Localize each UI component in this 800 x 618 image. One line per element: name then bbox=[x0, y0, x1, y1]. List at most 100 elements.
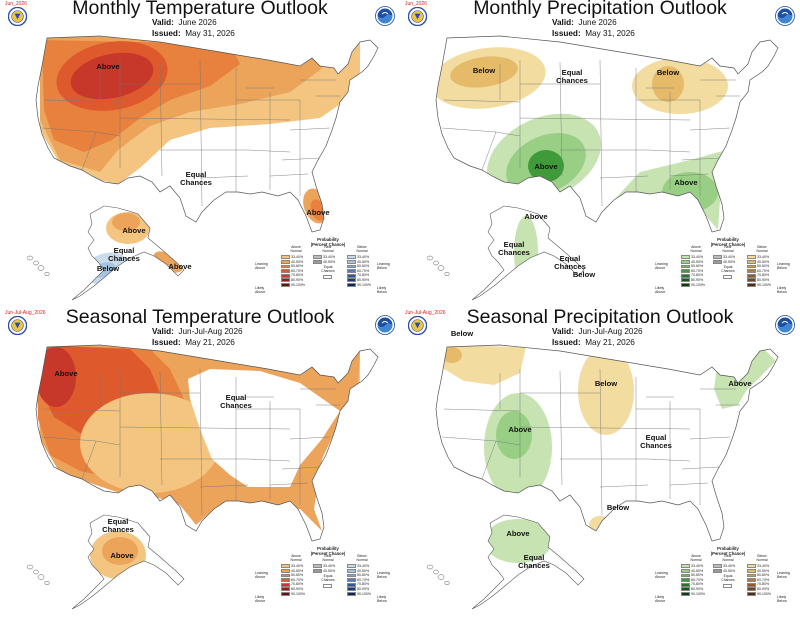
legend-swatch bbox=[747, 282, 756, 287]
legend-swatch bbox=[347, 269, 356, 273]
legend-bin-label: 50-60% bbox=[291, 264, 304, 269]
legend-row: 60-70% bbox=[281, 578, 311, 583]
period-code: Jun-Jul-Aug_2026 bbox=[405, 310, 446, 316]
legend-row: 60-70% bbox=[347, 269, 377, 274]
legend-bin-label: 80-90% bbox=[357, 278, 370, 282]
legend-swatch bbox=[747, 568, 756, 573]
legend-row: 60-70% bbox=[281, 269, 311, 274]
legend-right-bottom-label: Likely Below bbox=[777, 595, 787, 603]
region-label: Equal Chances bbox=[102, 517, 134, 535]
legend-bin-label: 33-40% bbox=[323, 564, 336, 568]
equal-chances-area bbox=[188, 369, 340, 487]
legend-column-header: Below Normal bbox=[356, 245, 368, 253]
temp-alaska-above-40-area bbox=[112, 213, 140, 231]
legend-equal-chances-swatch bbox=[723, 584, 732, 588]
state-borders bbox=[41, 368, 340, 516]
legend-swatch bbox=[281, 278, 290, 283]
valid-value: June 2026 bbox=[578, 18, 617, 27]
legend-swatch bbox=[681, 264, 690, 269]
hawaii-island bbox=[37, 265, 45, 271]
legend-column-header: Below Normal bbox=[756, 245, 768, 253]
legend-right-bottom-label: Likely Below bbox=[377, 595, 387, 603]
legend-swatch bbox=[281, 264, 290, 269]
legend-row: 90-100% bbox=[281, 592, 311, 597]
commerce-seal-icon bbox=[8, 7, 27, 26]
legend-bin-label: 50-60% bbox=[357, 264, 370, 269]
alaska-outline bbox=[471, 514, 585, 610]
legend-column-header: Below Normal bbox=[356, 554, 368, 562]
legend-row: 50-60% bbox=[281, 573, 311, 578]
legend-bin-label: 90-100% bbox=[357, 591, 372, 596]
legend-swatch bbox=[347, 587, 356, 592]
issued-line: Issued: May 31, 2026 bbox=[152, 29, 235, 38]
legend-bin-label: 33-40% bbox=[757, 255, 770, 259]
legend-swatch bbox=[281, 568, 290, 573]
legend-row: 33-40% bbox=[313, 255, 343, 260]
legend-row: 33-40% bbox=[281, 564, 311, 569]
legend-row: 33-40% bbox=[347, 255, 377, 260]
legend-row: 33-40% bbox=[747, 564, 777, 569]
hawaii-island bbox=[444, 271, 450, 277]
legend-row: 40-50% bbox=[313, 569, 343, 574]
legend-row: 80-90% bbox=[347, 587, 377, 592]
legend-equal-chances-label: Equal Chances bbox=[321, 574, 335, 582]
legend-swatch bbox=[281, 587, 290, 592]
legend-row: 60-70% bbox=[681, 269, 711, 274]
hawaii-island bbox=[44, 271, 50, 277]
issued-label: Issued: bbox=[152, 338, 181, 347]
legend-equal-chances-label: Equal Chances bbox=[721, 265, 735, 273]
legend-column-header: Above Normal bbox=[290, 554, 302, 562]
legend-bin-label: 70-80% bbox=[757, 582, 770, 587]
legend-title: Probability (Percent Chance) bbox=[310, 237, 346, 247]
legend-row: 33-40% bbox=[681, 255, 711, 260]
outlook-map bbox=[426, 344, 779, 610]
legend-swatch bbox=[347, 578, 356, 582]
legend-bin-label: 90-100% bbox=[757, 282, 772, 287]
legend-column-header: Above Normal bbox=[290, 245, 302, 253]
legend-swatch bbox=[347, 278, 356, 283]
legend-bin-label: 40-50% bbox=[723, 259, 736, 264]
legend-swatch bbox=[313, 564, 322, 569]
legend-bin-label: 40-50% bbox=[757, 568, 770, 573]
region-label: Equal Chances bbox=[108, 246, 140, 264]
legend-left-bottom-label: Likely Above bbox=[655, 286, 666, 294]
legend-bin-label: 33-40% bbox=[291, 255, 304, 259]
us-outline bbox=[35, 344, 379, 542]
us-outline bbox=[435, 344, 779, 542]
legend-row: 40-50% bbox=[347, 569, 377, 574]
legend-bin-label: 40-50% bbox=[291, 568, 304, 573]
legend-row: 40-50% bbox=[281, 569, 311, 574]
legend-row: 40-50% bbox=[347, 260, 377, 265]
region-label: Below bbox=[472, 66, 496, 75]
legend-bin-label: 70-80% bbox=[691, 582, 704, 587]
legend-bin-label: 60-70% bbox=[291, 268, 304, 273]
legend-bin-label: 33-40% bbox=[323, 255, 336, 259]
legend-bin-label: 50-60% bbox=[691, 264, 704, 269]
legend-swatch bbox=[313, 259, 322, 264]
noaa-logo-icon bbox=[375, 315, 395, 335]
legend-row: 33-40% bbox=[281, 255, 311, 260]
legend-bin-label: 50-60% bbox=[757, 264, 770, 269]
legend-swatch bbox=[281, 582, 290, 587]
alaska-outline bbox=[71, 205, 185, 301]
temp-sw-overlay-area bbox=[80, 393, 220, 493]
legend-row: 40-50% bbox=[681, 569, 711, 574]
legend-bin-label: 40-50% bbox=[323, 259, 336, 264]
panel-title: Seasonal Precipitation Outlook bbox=[466, 309, 734, 328]
legend-swatch bbox=[713, 259, 722, 264]
legend-swatch bbox=[347, 259, 356, 264]
region-label: Above bbox=[168, 262, 192, 271]
hawaii-island bbox=[433, 260, 439, 266]
legend-swatch bbox=[747, 582, 756, 587]
legend-swatch bbox=[281, 591, 290, 596]
issued-line: Issued: May 21, 2026 bbox=[152, 338, 235, 347]
legend-swatch bbox=[681, 259, 690, 264]
panel-seasonal-temperature: Jun-Jul-Aug_2026 Seasonal Temperature Out… bbox=[0, 309, 400, 618]
noaa-logo-icon bbox=[775, 6, 795, 26]
legend-swatch bbox=[281, 564, 290, 569]
region-label: Equal Chances bbox=[518, 553, 550, 571]
legend-row: 70-80% bbox=[281, 273, 311, 278]
panel-seasonal-precipitation: Jun-Jul-Aug_2026 Seasonal Precipitation O… bbox=[400, 309, 800, 618]
region-label: Below bbox=[572, 270, 596, 279]
legend-swatch bbox=[347, 582, 356, 587]
